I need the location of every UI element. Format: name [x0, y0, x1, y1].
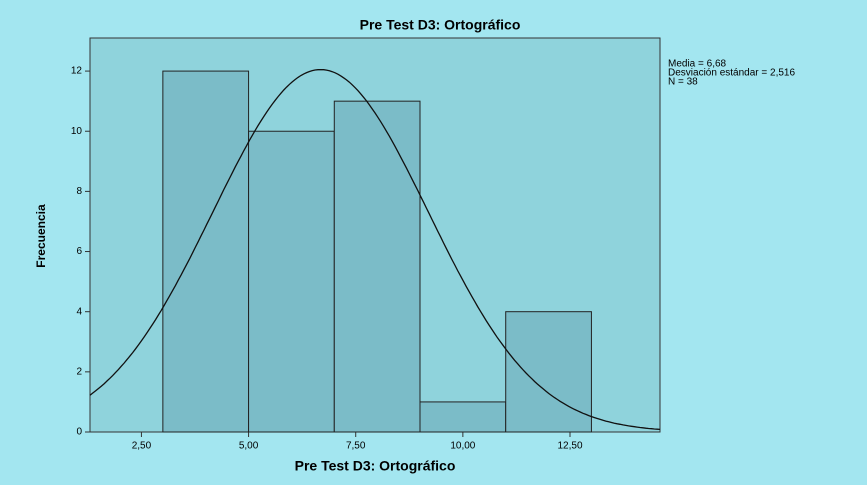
y-axis-label: Frecuencia — [34, 204, 48, 268]
x-tick-label: 7,50 — [346, 441, 366, 452]
bar — [419, 401, 507, 433]
y-tick-label: 2 — [76, 366, 82, 377]
x-tick-label: 10,00 — [450, 441, 475, 452]
y-tick-label: 10 — [71, 126, 83, 137]
bar — [505, 311, 592, 433]
stats-label: N = 38 — [668, 77, 698, 88]
y-tick-label: 0 — [76, 427, 82, 438]
y-tick-label: 4 — [76, 306, 82, 317]
stats-label: Desviación estándar = 2,516 — [668, 68, 795, 79]
bar — [333, 100, 421, 433]
chart-title: Pre Test D3: Ortográfico — [360, 17, 521, 33]
x-axis-label: Pre Test D3: Ortográfico — [295, 458, 456, 474]
normal-curve — [89, 68, 661, 431]
y-tick-label: 12 — [71, 66, 83, 77]
x-tick-label: 12,50 — [557, 441, 582, 452]
stats-label: Media = 6,68 — [668, 59, 727, 70]
y-tick-label: 6 — [76, 246, 82, 257]
bar — [162, 70, 250, 433]
bar — [248, 130, 335, 433]
x-tick-label: 5,00 — [239, 441, 259, 452]
y-tick-label: 8 — [76, 186, 82, 197]
x-tick-label: 2,50 — [132, 441, 152, 452]
